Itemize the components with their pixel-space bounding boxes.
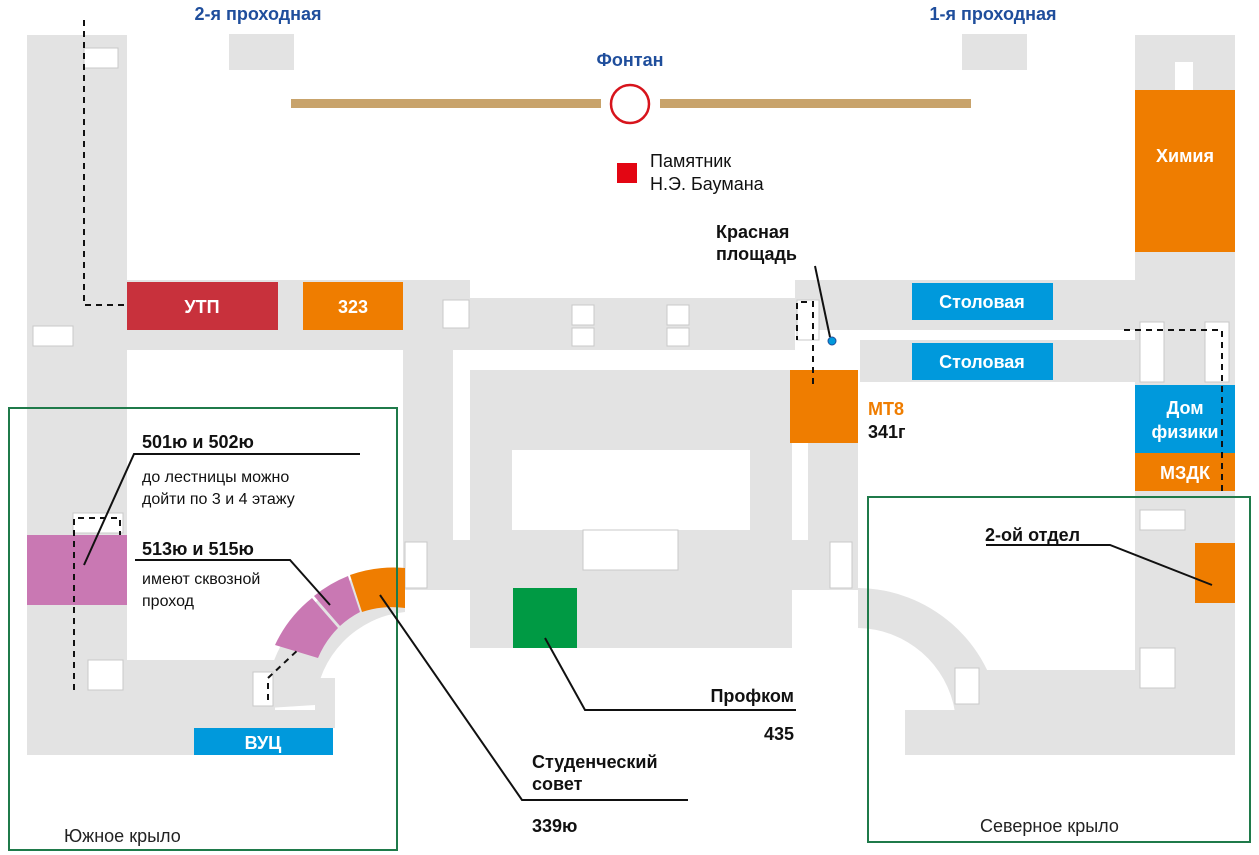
leader-lines xyxy=(83,453,1213,801)
room-mt8-label: МТ8 xyxy=(868,399,904,419)
callout-council-room: 339ю xyxy=(532,816,577,836)
room-vuc[interactable] xyxy=(194,728,333,755)
fountain-icon xyxy=(609,83,651,125)
north-wing-border xyxy=(867,496,1251,843)
callout-profkom-room: 435 xyxy=(764,724,794,744)
gate-1-block xyxy=(962,34,1027,70)
room-chemistry-label: Химия xyxy=(1156,146,1214,166)
gate-2-label: 2-я проходная xyxy=(194,4,321,24)
room-339[interactable] xyxy=(350,567,405,612)
monument-label-2: Н.Э. Баумана xyxy=(650,174,765,194)
room-501[interactable] xyxy=(27,535,127,605)
monument-label-1: Памятник xyxy=(650,151,731,171)
room-mt8[interactable] xyxy=(790,370,858,443)
room-mt8-number: 341г xyxy=(868,422,906,442)
room-physics-label-1: Дом xyxy=(1166,398,1203,418)
monument-icon xyxy=(617,163,637,183)
red-square-pointer xyxy=(814,265,831,338)
callout-2nd-dept: 2-ой отдел xyxy=(985,525,1080,545)
notch-right-top xyxy=(1175,62,1193,92)
north-wing-label: Северное крыло xyxy=(980,816,1119,836)
gate-2-block xyxy=(229,34,294,70)
south-wing-label: Южное крыло xyxy=(64,826,181,846)
vuc-pillar xyxy=(315,678,335,728)
room-canteen-2[interactable] xyxy=(912,343,1053,380)
room-2nd-dept[interactable] xyxy=(1195,543,1235,603)
callout-501-title: 501ю и 502ю xyxy=(142,432,254,452)
fountain-bar-right xyxy=(660,99,971,108)
callout-501-note-2: дойти по 3 и 4 этажу xyxy=(142,491,295,508)
red-square-label-2: площадь xyxy=(716,244,797,264)
callout-council-2: совет xyxy=(532,774,583,794)
room-mzdk-label: МЗДК xyxy=(1160,463,1211,483)
dashed-routes xyxy=(73,20,1223,700)
callout-council-1: Студенческий xyxy=(532,752,658,772)
callout-513-title: 513ю и 515ю xyxy=(142,539,254,559)
room-canteen-1[interactable] xyxy=(912,283,1053,320)
room-utp[interactable] xyxy=(127,282,278,330)
room-323-label: 323 xyxy=(338,297,368,317)
callout-513-note-2: проход xyxy=(142,593,195,610)
fountain-label: Фонтан xyxy=(597,50,664,70)
room-513[interactable] xyxy=(275,598,338,658)
room-canteen-1-label: Столовая xyxy=(939,292,1025,312)
south-wing-border xyxy=(8,407,398,851)
callout-501-note-1: до лестницы можно xyxy=(142,469,289,486)
room-vuc-label: ВУЦ xyxy=(245,733,283,753)
court-center xyxy=(512,450,750,530)
room-canteen-2-label: Столовая xyxy=(939,352,1025,372)
room-chemistry[interactable] xyxy=(1135,90,1235,252)
gate-1-label: 1-я проходная xyxy=(929,4,1056,24)
callout-profkom: Профком xyxy=(710,686,794,706)
room-physics[interactable] xyxy=(1135,385,1235,453)
room-mzdk[interactable] xyxy=(1135,453,1235,491)
callout-513-note-1: имеют сквозной xyxy=(142,571,260,588)
fountain-bar-left xyxy=(291,99,601,108)
room-515[interactable] xyxy=(314,576,360,626)
red-square-marker[interactable] xyxy=(827,336,837,346)
room-physics-label-2: физики xyxy=(1152,422,1219,442)
room-utp-label: УТП xyxy=(184,297,219,317)
room-323[interactable] xyxy=(303,282,403,330)
red-square-label-1: Красная xyxy=(716,222,789,242)
